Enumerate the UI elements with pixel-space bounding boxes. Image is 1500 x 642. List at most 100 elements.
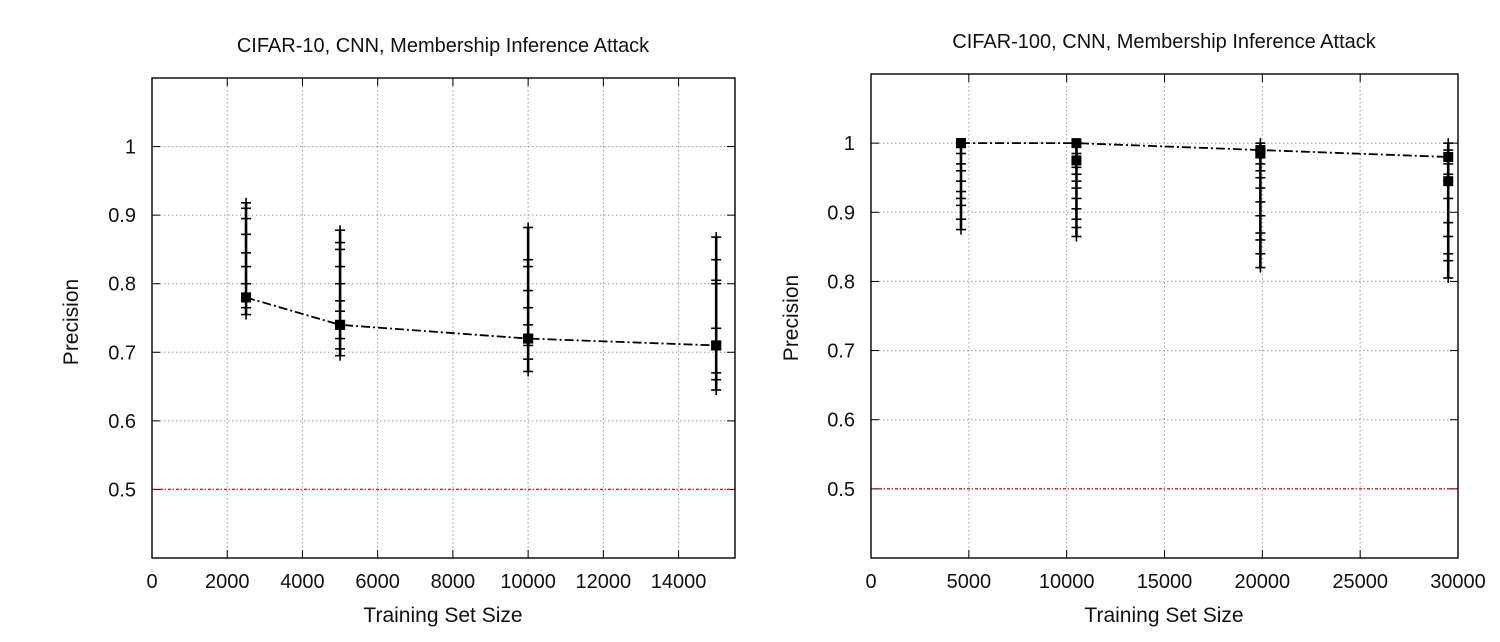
mean-marker	[1255, 148, 1266, 159]
x-tick-label: 2000	[205, 571, 250, 593]
y-tick-label: 0.8	[827, 271, 855, 293]
plus-marker	[1255, 196, 1266, 207]
x-axis-label: Training Set Size	[363, 604, 522, 627]
y-tick-label: 0.9	[108, 205, 136, 227]
y-tick-label: 0.5	[827, 479, 855, 501]
plus-marker	[1255, 183, 1266, 194]
plus-marker	[335, 333, 346, 344]
plus-marker	[1443, 255, 1454, 266]
y-tick-label: 1	[844, 133, 855, 155]
plus-marker	[956, 214, 967, 225]
x-tick-label: 8000	[431, 571, 476, 593]
y-tick-label: 0.8	[108, 274, 136, 296]
plus-marker	[1071, 183, 1082, 194]
y-tick-label: 0.6	[827, 410, 855, 432]
y-axis-label: Precision	[60, 279, 83, 365]
plus-marker	[241, 278, 252, 289]
plus-marker	[241, 213, 252, 224]
x-tick-label: 10000	[1039, 571, 1095, 593]
y-tick-label: 0.9	[827, 202, 855, 224]
plus-marker	[1071, 193, 1082, 204]
plus-marker	[956, 165, 967, 176]
plus-marker	[1443, 272, 1454, 283]
plus-marker	[241, 261, 252, 272]
x-tick-label: 15000	[1137, 571, 1193, 593]
plus-marker	[523, 285, 534, 296]
x-tick-label: 20000	[1235, 571, 1291, 593]
plus-marker	[241, 229, 252, 240]
plus-marker	[956, 224, 967, 235]
x-tick-label: 0	[865, 571, 876, 593]
x-tick-label: 30000	[1430, 571, 1486, 593]
plus-marker	[335, 261, 346, 272]
plus-marker	[335, 278, 346, 289]
plus-marker	[711, 278, 722, 289]
plus-marker	[1071, 222, 1082, 233]
plus-marker	[335, 306, 346, 317]
plus-marker	[711, 374, 722, 385]
plus-marker	[711, 232, 722, 243]
plus-marker	[956, 148, 967, 159]
y-tick-label: 0.7	[108, 342, 136, 364]
plus-marker	[1255, 248, 1266, 259]
x-tick-label: 6000	[355, 571, 400, 593]
plus-marker	[335, 225, 346, 236]
mean-marker	[1071, 155, 1082, 166]
plus-marker	[523, 261, 534, 272]
x-tick-label: 14000	[651, 571, 707, 593]
plus-marker	[1071, 203, 1082, 214]
mean-marker	[711, 340, 722, 351]
plus-marker	[1255, 262, 1266, 273]
mean-marker	[1443, 151, 1454, 162]
mean-line	[961, 142, 1449, 158]
plus-marker	[523, 222, 534, 233]
mean-marker	[1071, 138, 1082, 149]
plus-marker	[1255, 234, 1266, 245]
plus-marker	[956, 200, 967, 211]
mean-marker	[335, 319, 346, 330]
plus-marker	[335, 244, 346, 255]
plus-marker	[956, 176, 967, 187]
y-tick-label: 0.7	[827, 341, 855, 363]
mean-marker	[1443, 176, 1454, 187]
mean-line	[245, 296, 717, 347]
mean-marker	[241, 292, 252, 303]
plot-frame	[870, 73, 1459, 559]
y-tick-label: 0.5	[108, 479, 136, 501]
plus-marker	[523, 366, 534, 377]
plus-marker	[1443, 193, 1454, 204]
x-tick-label: 12000	[576, 571, 632, 593]
y-tick-label: 1	[125, 137, 136, 159]
x-tick-label: 5000	[947, 571, 992, 593]
plus-marker	[1443, 217, 1454, 228]
plus-marker	[241, 247, 252, 258]
plus-marker	[241, 203, 252, 214]
plus-marker	[1255, 210, 1266, 221]
plus-marker	[241, 309, 252, 320]
y-axis-label: Precision	[780, 275, 803, 361]
plus-marker	[335, 350, 346, 361]
mean-marker	[956, 138, 967, 149]
chart-title: CIFAR-100, CNN, Membership Inference Att…	[952, 31, 1376, 53]
x-tick-label: 25000	[1332, 571, 1388, 593]
plus-marker	[523, 354, 534, 365]
chart-right: CIFAR-100, CNN, Membership Inference Att…	[780, 31, 1486, 627]
plus-marker	[523, 319, 534, 330]
plus-marker	[1443, 231, 1454, 242]
plus-marker	[711, 254, 722, 265]
plus-marker	[711, 323, 722, 334]
mean-marker	[523, 333, 534, 344]
y-tick-label: 0.6	[108, 411, 136, 433]
x-tick-label: 4000	[280, 571, 325, 593]
x-tick-label: 10000	[500, 571, 556, 593]
plus-marker	[335, 295, 346, 306]
plot-frame	[151, 77, 736, 559]
plus-marker	[1255, 172, 1266, 183]
plus-marker	[523, 302, 534, 313]
x-axis-label: Training Set Size	[1084, 604, 1243, 627]
chart-left: CIFAR-10, CNN, Membership Inference Atta…	[60, 35, 736, 627]
chart-title: CIFAR-10, CNN, Membership Inference Atta…	[237, 35, 650, 57]
plus-marker	[1071, 231, 1082, 242]
